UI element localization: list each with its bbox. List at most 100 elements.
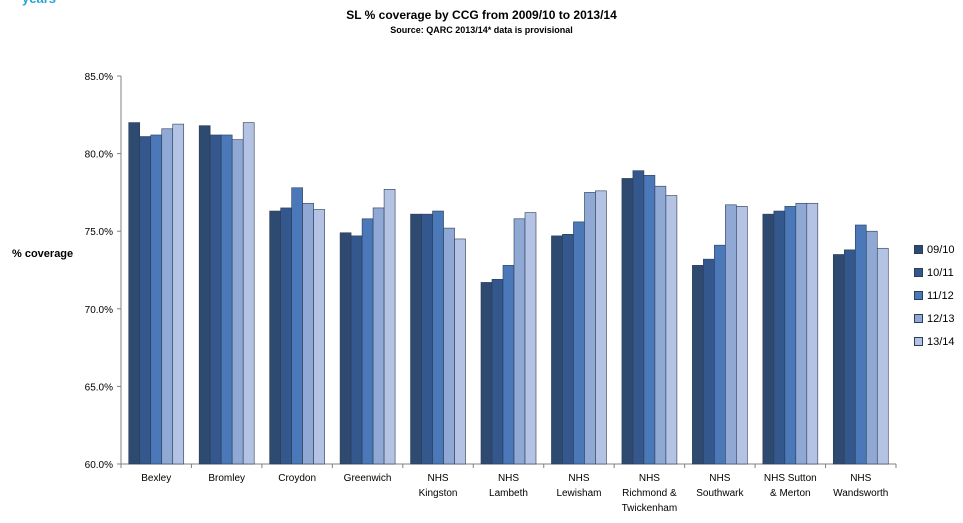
category-label-line: Bromley (208, 473, 245, 484)
category-label-line: Lambeth (489, 488, 528, 499)
bar (573, 221, 585, 465)
bar (291, 187, 303, 465)
bar (876, 247, 889, 465)
bar (269, 210, 281, 465)
y-tick-label: 70.0% (85, 305, 113, 316)
bar (703, 258, 715, 465)
bar (161, 128, 174, 465)
category-label-line: NHS (498, 473, 519, 484)
bar (350, 235, 363, 465)
category-label-line: Twickenham (622, 503, 678, 514)
legend-label: 11/12 (927, 289, 954, 302)
category-label: NHS Lewisham (556, 473, 601, 499)
legend-swatch (914, 291, 923, 300)
category-label: Greenwich (344, 473, 392, 484)
category-label-line: Bexley (141, 473, 171, 484)
category-label: Croydon (278, 473, 316, 484)
bar (128, 122, 141, 465)
bar (339, 232, 352, 465)
legend-label: 10/11 (927, 266, 954, 279)
chart-subtitle: Source: QARC 2013/14* data is provisiona… (390, 25, 573, 35)
category-label-line: & Merton (770, 488, 811, 499)
category-label-line: Southwark (696, 488, 744, 499)
bar (220, 134, 233, 465)
legend-item: 10/11 (914, 261, 955, 284)
bar (632, 170, 645, 465)
bar (383, 188, 396, 465)
category-label-line: Wandsworth (833, 488, 888, 499)
category-label: NHS Southwark (696, 473, 744, 499)
bar (854, 224, 867, 465)
category-label: Bexley (141, 473, 171, 484)
bar (784, 206, 797, 465)
bar (643, 175, 656, 465)
bar (502, 265, 515, 465)
y-tick-label: 85.0% (85, 72, 113, 83)
legend-swatch (914, 337, 923, 346)
category-label-line: Richmond & (622, 488, 677, 499)
bar (454, 238, 466, 465)
bar (209, 134, 222, 465)
bar (832, 254, 845, 465)
bar (762, 213, 775, 465)
bar (491, 279, 504, 465)
bar (865, 230, 878, 465)
bar (725, 204, 737, 465)
category-label-line: Greenwich (344, 473, 392, 484)
bar (410, 213, 422, 465)
bar (139, 136, 152, 465)
chart-title: SL % coverage by CCG from 2009/10 to 201… (346, 8, 617, 22)
legend-item: 12/13 (914, 307, 955, 330)
category-label-line: NHS (427, 473, 448, 484)
category-label: Bromley (208, 473, 245, 484)
legend-swatch (914, 268, 923, 277)
bar (231, 139, 244, 465)
y-tick-label: 60.0% (85, 460, 113, 471)
bar (665, 195, 678, 465)
category-label: NHS Sutton & Merton (764, 473, 817, 499)
bar (372, 207, 385, 465)
bar (242, 122, 255, 465)
legend-label: 12/13 (927, 312, 955, 325)
category-label-line: Kingston (419, 488, 458, 499)
bar (302, 202, 314, 465)
legend-item: 09/10 (914, 238, 955, 261)
bar (654, 185, 667, 465)
category-label: NHS Richmond & Twickenham (622, 473, 678, 514)
bar (714, 244, 726, 465)
bar (432, 210, 444, 465)
category-label-line: NHS Sutton (764, 473, 817, 484)
bar (172, 123, 185, 465)
bar (421, 213, 433, 465)
bar (692, 265, 704, 465)
category-label-line: NHS (709, 473, 730, 484)
category-label-line: Lewisham (556, 488, 601, 499)
bar (806, 202, 819, 465)
bar (280, 207, 292, 465)
category-label: NHS Lambeth (489, 473, 528, 499)
bar (736, 206, 748, 465)
bar (595, 190, 607, 465)
category-label: NHS Kingston (419, 473, 458, 499)
category-label-line: NHS (568, 473, 589, 484)
legend-label: 09/10 (927, 243, 955, 256)
chart-legend: 09/10 10/11 11/12 12/13 13/14 (914, 238, 955, 353)
y-tick-label: 75.0% (85, 227, 113, 238)
legend-item: 11/12 (914, 284, 955, 307)
legend-swatch (914, 245, 923, 254)
legend-item: 13/14 (914, 330, 955, 353)
bar (551, 235, 563, 465)
bar (621, 178, 634, 465)
y-tick-label: 80.0% (85, 150, 113, 161)
bar (524, 212, 537, 465)
bar (361, 218, 374, 465)
bar (443, 227, 455, 465)
header-fragment: years (22, 0, 56, 6)
bar (843, 249, 856, 465)
bar (480, 282, 493, 465)
legend-label: 13/14 (927, 335, 955, 348)
bar (150, 134, 163, 465)
bar (513, 218, 526, 465)
bar (562, 234, 574, 465)
